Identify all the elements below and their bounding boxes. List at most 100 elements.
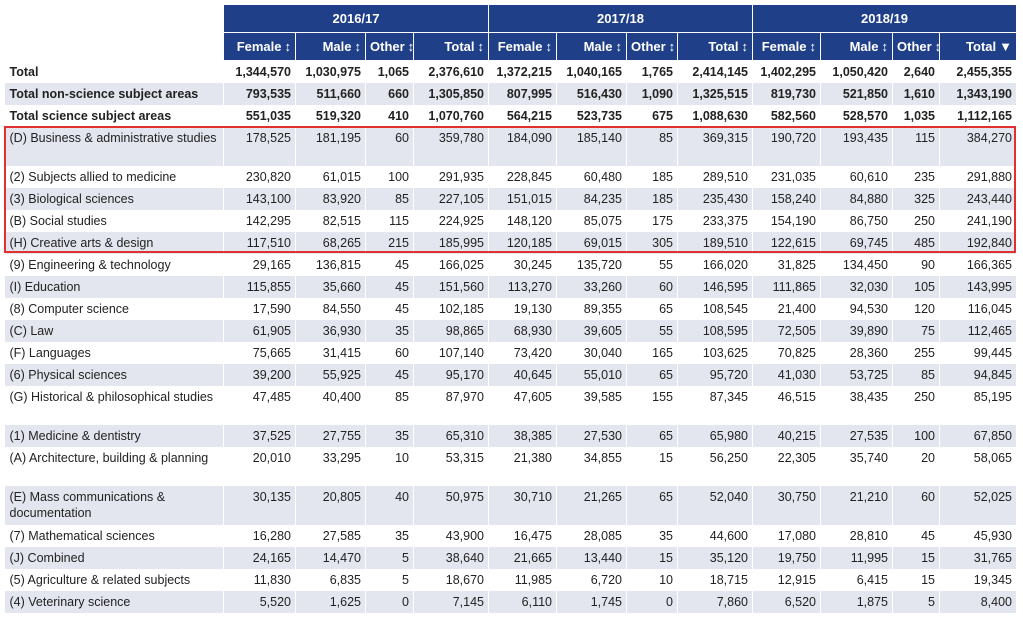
cell-value: 485	[892, 231, 940, 254]
cell-value: 20,805	[295, 485, 366, 525]
cell-value: 184,090	[488, 126, 557, 166]
cell-value: 44,600	[677, 524, 753, 547]
cell-value: 40	[365, 485, 414, 525]
cell-value: 1,040,165	[556, 60, 627, 83]
sort-icon: ↕	[809, 39, 817, 54]
cell-value: 17,080	[752, 524, 821, 547]
sort-icon: ↕	[407, 39, 415, 54]
cell-value: 15	[626, 546, 678, 569]
cell-value: 50,975	[413, 485, 489, 525]
cell-value: 67,850	[939, 424, 1017, 447]
sort-header-male-2016-17[interactable]: Male ↕	[295, 32, 366, 61]
sort-header-other-2016-17[interactable]: Other ↕	[365, 32, 415, 61]
year-header-2016-17: 2016/17	[223, 4, 489, 33]
cell-value: 46,515	[752, 385, 821, 425]
cell-value: 158,240	[752, 187, 821, 210]
cell-value: 60	[365, 341, 414, 364]
cell-value: 55,925	[295, 363, 366, 386]
cell-value: 523,735	[556, 104, 627, 127]
row-label: (1) Medicine & dentistry	[4, 424, 224, 447]
cell-value: 83,920	[295, 187, 366, 210]
cell-value: 45	[892, 524, 940, 547]
cell-value: 516,430	[556, 82, 627, 105]
cell-value: 243,440	[939, 187, 1017, 210]
column-label: Female	[497, 39, 543, 54]
column-label: Other	[370, 39, 405, 54]
sort-header-total-2017-18[interactable]: Total ↕	[677, 32, 753, 61]
cell-value: 60	[365, 126, 414, 166]
table-row: (D) Business & administrative studies 178…	[4, 126, 1017, 166]
cell-value: 82,515	[295, 209, 366, 232]
cell-value: 675	[626, 104, 678, 127]
cell-value: 115,855	[223, 275, 296, 298]
table-row: (H) Creative arts & design 117,510 68,265 2…	[4, 231, 1017, 254]
cell-value: 68,265	[295, 231, 366, 254]
cell-value: 134,450	[820, 253, 893, 276]
cell-value: 6,835	[295, 568, 366, 591]
table-row: (9) Engineering & technology 29,165 136,81…	[4, 253, 1017, 276]
cell-value: 40,215	[752, 424, 821, 447]
cell-value: 819,730	[752, 82, 821, 105]
cell-value: 36,930	[295, 319, 366, 342]
sort-header-female-2017-18[interactable]: Female ↕	[488, 32, 557, 61]
sort-header-female-2016-17[interactable]: Female ↕	[223, 32, 296, 61]
sort-header-total-2018-19[interactable]: Total ▼	[939, 32, 1017, 61]
cell-value: 2,376,610	[413, 60, 489, 83]
sort-header-male-2018-19[interactable]: Male ↕	[820, 32, 893, 61]
cell-value: 10	[626, 568, 678, 591]
cell-value: 120,185	[488, 231, 557, 254]
subject-enrolment-table: 2016/17 2017/18 2018/19 Female ↕ Male ↕ Othe…	[4, 4, 1017, 613]
cell-value: 181,195	[295, 126, 366, 166]
cell-value: 41,030	[752, 363, 821, 386]
cell-value: 13,440	[556, 546, 627, 569]
cell-value: 108,595	[677, 319, 753, 342]
cell-value: 15	[626, 446, 678, 486]
table-row: Total 1,344,570 1,030,975 1,065 2,376,610 1,3…	[4, 60, 1017, 83]
cell-value: 6,415	[820, 568, 893, 591]
cell-value: 551,035	[223, 104, 296, 127]
cell-value: 73,420	[488, 341, 557, 364]
cell-value: 39,200	[223, 363, 296, 386]
cell-value: 45	[365, 275, 414, 298]
cell-value: 19,130	[488, 297, 557, 320]
cell-value: 55,010	[556, 363, 627, 386]
sort-header-male-2017-18[interactable]: Male ↕	[556, 32, 627, 61]
cell-value: 1,065	[365, 60, 414, 83]
row-label: (D) Business & administrative studies	[4, 126, 224, 166]
cell-value: 143,995	[939, 275, 1017, 298]
cell-value: 53,315	[413, 446, 489, 486]
sort-header-other-2018-19[interactable]: Other ↕	[892, 32, 941, 61]
cell-value: 105	[892, 275, 940, 298]
cell-value: 87,970	[413, 385, 489, 425]
cell-value: 17,590	[223, 297, 296, 320]
sort-header-total-2016-17[interactable]: Total ↕	[413, 32, 489, 61]
cell-value: 1,745	[556, 590, 627, 613]
cell-value: 166,025	[413, 253, 489, 276]
cell-value: 185,140	[556, 126, 627, 166]
sort-header-female-2018-19[interactable]: Female ↕	[752, 32, 821, 61]
cell-value: 35,740	[820, 446, 893, 486]
table-row: (6) Physical sciences 39,200 55,925 45 95,17…	[4, 363, 1017, 386]
row-label: (3) Biological sciences	[4, 187, 224, 210]
row-label: (5) Agriculture & related subjects	[4, 568, 224, 591]
cell-value: 60,480	[556, 165, 627, 188]
cell-value: 5	[365, 546, 414, 569]
cell-value: 20,010	[223, 446, 296, 486]
column-label: Male	[849, 39, 879, 54]
cell-value: 215	[365, 231, 414, 254]
row-label: (F) Languages	[4, 341, 224, 364]
cell-value: 21,380	[488, 446, 557, 486]
cell-value: 37,525	[223, 424, 296, 447]
cell-value: 154,190	[752, 209, 821, 232]
cell-value: 11,985	[488, 568, 557, 591]
cell-value: 15	[892, 568, 940, 591]
cell-value: 8,400	[939, 590, 1017, 613]
sort-header-other-2017-18[interactable]: Other ↕	[626, 32, 678, 61]
cell-value: 102,185	[413, 297, 489, 320]
cell-value: 68,930	[488, 319, 557, 342]
cell-value: 1,372,215	[488, 60, 557, 83]
cell-value: 1,050,420	[820, 60, 893, 83]
row-label: Total science subject areas	[4, 104, 224, 127]
column-label: Other	[897, 39, 932, 54]
cell-value: 34,855	[556, 446, 627, 486]
